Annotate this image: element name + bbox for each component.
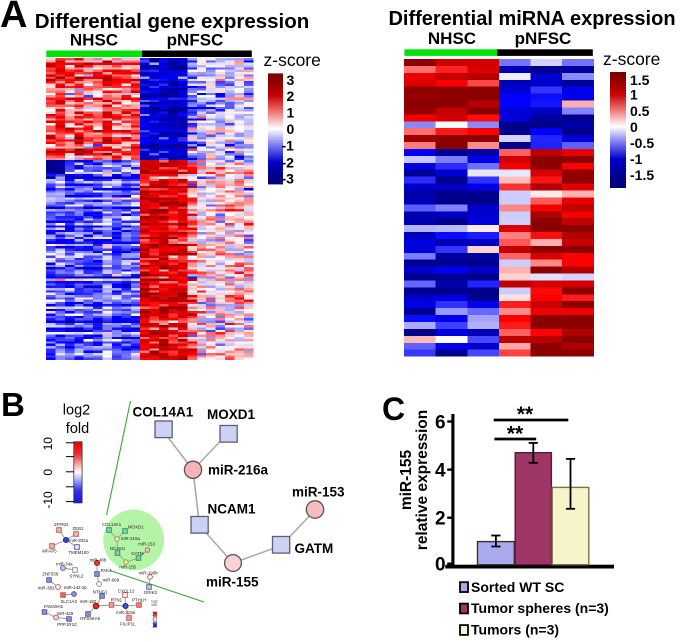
svg-text:NCAM1: NCAM1 (110, 546, 126, 551)
svg-text:FILIP1L: FILIP1L (120, 621, 136, 626)
svg-text:pNFSC: pNFSC (167, 31, 224, 50)
svg-text:miR-216a: miR-216a (208, 463, 269, 478)
svg-text:PAK3: PAK3 (101, 568, 112, 573)
svg-text:-0.5: -0.5 (630, 135, 654, 151)
svg-text:miR-155: miR-155 (398, 449, 415, 510)
svg-text:log2: log2 (63, 403, 90, 419)
svg-text:z-score: z-score (264, 50, 321, 70)
svg-text:-10: -10 (41, 491, 55, 509)
svg-text:4: 4 (435, 460, 446, 481)
svg-text:-1: -1 (282, 138, 295, 154)
svg-text:miR-429: miR-429 (57, 611, 74, 616)
svg-text:10: 10 (41, 437, 55, 451)
svg-text:**: ** (517, 403, 534, 426)
svg-text:-2: -2 (282, 155, 295, 171)
svg-text:FAM19A5: FAM19A5 (44, 604, 64, 609)
svg-text:Differential miRNA expression: Differential miRNA expression (388, 8, 675, 30)
svg-text:**: ** (507, 423, 524, 446)
svg-text:miR-153: miR-153 (292, 485, 345, 500)
svg-text:NCAM1: NCAM1 (208, 502, 256, 517)
svg-text:NHSC: NHSC (70, 31, 118, 50)
svg-text:Tumor spheres (n=3): Tumor spheres (n=3) (471, 600, 609, 616)
svg-text:6: 6 (435, 412, 446, 433)
svg-text:miR-302a: miR-302a (69, 538, 89, 543)
svg-text:0: 0 (435, 555, 446, 576)
svg-text:fold: fold (66, 421, 89, 437)
svg-text:miR-216a: miR-216a (121, 536, 141, 541)
svg-text:RTN1: RTN1 (111, 598, 123, 603)
svg-text:2: 2 (287, 88, 295, 104)
svg-text:log2: log2 (152, 600, 158, 604)
svg-text:TMEM100: TMEM100 (68, 550, 89, 555)
svg-text:ZFPM2: ZFPM2 (54, 522, 69, 527)
svg-text:MOXD1: MOXD1 (207, 407, 256, 422)
svg-text:0.5: 0.5 (630, 103, 650, 119)
svg-text:GATM: GATM (131, 551, 144, 556)
svg-text:Differential gene expression: Differential gene expression (35, 10, 310, 33)
svg-text:COL14A1: COL14A1 (133, 405, 194, 420)
svg-text:miR-182: miR-182 (80, 599, 97, 604)
svg-text:ZNF536: ZNF536 (42, 572, 58, 577)
svg-text:-1.5: -1.5 (630, 167, 654, 183)
svg-text:fold: fold (152, 603, 157, 607)
svg-text:COL14A1: COL14A1 (102, 522, 122, 527)
svg-text:miR-668: miR-668 (103, 578, 120, 583)
svg-text:miR-219a: miR-219a (116, 610, 136, 615)
svg-text:2: 2 (435, 509, 446, 530)
svg-text:Sorted WT SC: Sorted WT SC (471, 579, 564, 595)
svg-text:miR-153: miR-153 (138, 542, 155, 547)
svg-text:relative expression: relative expression (414, 410, 431, 550)
svg-text:0: 0 (630, 119, 638, 135)
svg-text:miR-155: miR-155 (206, 575, 259, 590)
svg-text:C: C (382, 391, 405, 427)
svg-text:SLC1A3: SLC1A3 (61, 599, 78, 604)
svg-text:miR-190b: miR-190b (139, 570, 159, 575)
svg-text:RPS6KA5: RPS6KA5 (80, 616, 100, 621)
svg-text:1: 1 (630, 87, 638, 103)
svg-text:1: 1 (287, 105, 295, 121)
svg-text:Tumors (n=3): Tumors (n=3) (471, 622, 559, 638)
svg-text:miR-155: miR-155 (119, 565, 136, 570)
svg-text:z-score: z-score (603, 49, 660, 69)
svg-text:SYNL2: SYNL2 (69, 574, 83, 579)
svg-text:pNFSC: pNFSC (515, 29, 572, 48)
svg-text:CXCL12: CXCL12 (118, 588, 135, 593)
svg-text:PPP1R1C: PPP1R1C (57, 622, 77, 627)
svg-text:NTNG1: NTNG1 (93, 589, 108, 594)
svg-text:GRIK3: GRIK3 (144, 590, 158, 595)
svg-text:miR-382: miR-382 (38, 585, 55, 590)
svg-text:miR-34a: miR-34a (56, 561, 73, 566)
svg-text:0: 0 (41, 469, 55, 476)
svg-text:0: 0 (287, 121, 295, 137)
svg-text:ZEB1: ZEB1 (73, 526, 85, 531)
svg-text:PTHLH: PTHLH (132, 598, 146, 603)
svg-text:3: 3 (287, 72, 295, 88)
svg-text:GATM: GATM (295, 541, 334, 556)
svg-text:MOXD1: MOXD1 (128, 525, 144, 530)
svg-text:B: B (1, 386, 25, 423)
svg-text:MFAP5: MFAP5 (42, 549, 57, 554)
svg-text:-1: -1 (630, 151, 643, 167)
svg-text:1.5: 1.5 (630, 72, 650, 88)
svg-text:A: A (0, 0, 27, 36)
svg-text:-3: -3 (282, 171, 295, 187)
svg-text:miR-142-3p: miR-142-3p (64, 585, 87, 590)
svg-text:NHSC: NHSC (428, 29, 476, 48)
svg-text:miR-488: miR-488 (90, 557, 107, 562)
